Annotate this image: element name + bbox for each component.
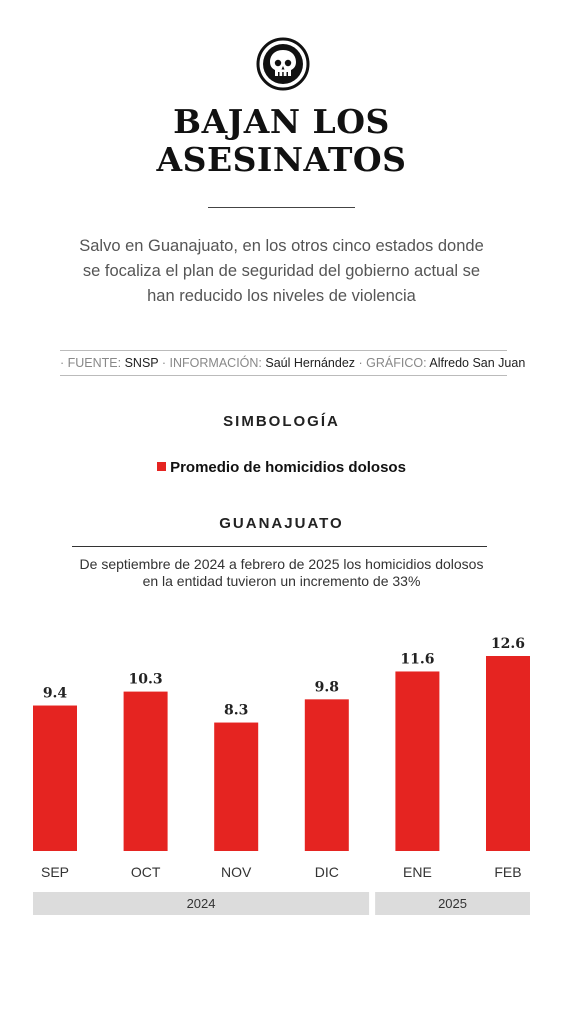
- chart-description: De septiembre de 2024 a febrero de 2025 …: [60, 556, 503, 590]
- legend: Promedio de homicidios dolosos: [0, 459, 563, 476]
- fuente-value: SNSP: [124, 356, 159, 370]
- data-label-dic: 9.8: [315, 679, 339, 695]
- section-title: GUANAJUATO: [219, 515, 344, 532]
- title-line-2: ASESINATOS: [156, 140, 407, 179]
- grafico-label: · GRÁFICO:: [358, 356, 427, 370]
- data-label-oct: 10.3: [129, 672, 163, 688]
- title-line-1: BAJAN LOS: [173, 102, 390, 141]
- informacion-value: Saúl Hernández: [265, 356, 356, 370]
- section-divider: [72, 546, 487, 547]
- tick-label-oct: OCT: [131, 864, 161, 880]
- bar-ene: [395, 671, 440, 851]
- tick-label-sep: SEP: [41, 864, 69, 880]
- bar-nov: [214, 722, 259, 851]
- skull-logo-icon: [255, 36, 311, 92]
- page-title: BAJAN LOS ASESINATOS: [0, 103, 563, 179]
- subtitle: Salvo en Guanajuato, en los otros cinco …: [79, 237, 484, 305]
- bar-chart: 9.4 SEP 10.3 OCT 8.3 NOV 9.8 DIC 11.6 ENE 12.6 FEB 2…: [33, 636, 530, 915]
- bar-oct: [123, 691, 168, 851]
- data-label-feb: 12.6: [491, 636, 525, 652]
- bar-feb: [486, 656, 530, 851]
- grafico-value: Alfredo San Juan: [429, 356, 526, 370]
- informacion-label: · INFORMACIÓN:: [161, 356, 262, 370]
- bar-sep: [33, 705, 77, 851]
- legend-swatch: [157, 462, 167, 471]
- fuente-label: · FUENTE:: [60, 356, 122, 370]
- data-label-sep: 9.4: [43, 686, 68, 702]
- legend-title: SIMBOLOGÍA: [223, 413, 340, 430]
- credits-bar: · FUENTE: SNSP · INFORMACIÓN: Saúl Herná…: [60, 350, 525, 376]
- data-label-ene: 11.6: [400, 651, 434, 667]
- tick-label-dic: DIC: [315, 864, 339, 880]
- tick-label-nov: NOV: [221, 864, 252, 880]
- year-label-2024: 2024: [187, 896, 216, 911]
- legend-item-label: Promedio de homicidios dolosos: [170, 459, 406, 476]
- tick-label-feb: FEB: [494, 864, 521, 880]
- data-label-nov: 8.3: [224, 703, 248, 719]
- chart-description-line-2: en la entidad tuvieron un incremento de …: [142, 573, 421, 589]
- tick-label-ene: ENE: [403, 864, 432, 880]
- bar-dic: [304, 699, 349, 851]
- year-label-2025: 2025: [438, 896, 467, 911]
- chart-description-line-1: De septiembre de 2024 a febrero de 2025 …: [79, 556, 484, 572]
- title-divider: [208, 207, 355, 208]
- year-band-2024: [33, 892, 370, 915]
- year-band-2025: [375, 892, 530, 915]
